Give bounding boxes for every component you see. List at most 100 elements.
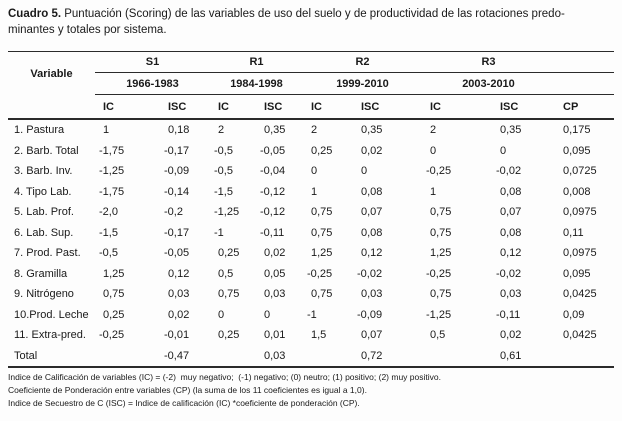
cell-value: 0,02 [361,144,383,157]
row-variable-label: 3. Barb. Inv. [14,165,73,178]
cell-value: -1 [214,226,224,239]
cell-value: 1 [311,185,318,198]
cell-value: 0,75 [311,226,333,239]
cell-value: -0,5 [214,144,233,157]
cell-value: -0,02 [357,267,383,280]
cell-value: 1 [430,185,437,198]
cell-value: 0,75 [311,206,333,219]
cell-value: 0,75 [103,288,125,301]
cell-value: 0,02 [500,329,522,342]
cell-value: 0,08 [500,226,522,239]
subheader-ic-r3: IC [430,100,441,113]
row-variable-label: 7. Prod. Past. [14,247,81,260]
row-variable-label: 4. Tipo Lab. [14,185,72,198]
cell-value: 1,25 [103,267,125,280]
cell-value: 0,75 [311,288,333,301]
cell-value: -0,25 [426,165,452,178]
cell-value: 0,25 [218,329,240,342]
subheader-cp: CP [563,100,579,113]
cell-value: 0,25 [103,308,125,321]
cell-value: -1,75 [99,144,125,157]
cell-value: -1,75 [99,185,125,198]
cell-value: -0,2 [164,206,183,219]
cell-value: 0,61 [500,349,522,362]
cell-value: -1,5 [99,226,118,239]
cell-value: 0,75 [430,288,452,301]
row-variable-label: 11. Extra-pred. [14,329,86,342]
table-caption: Cuadro 5. Puntuación (Scoring) de las va… [8,6,614,38]
cell-value: -0,5 [99,247,118,260]
table-header: Variable S1 R1 R2 R3 1966-1983 1984-1998… [8,51,614,120]
header-filler [555,52,614,73]
cell-value: -0,25 [307,267,333,280]
subheader-isc-r2: ISC [361,100,380,113]
cell-value: 0,095 [563,267,591,280]
caption-line-1: Cuadro 5. Puntuación (Scoring) de las va… [8,6,614,22]
cell-value: 0,08 [361,226,383,239]
cell-value: 0,35 [500,124,522,137]
row-variable-label: 10.Prod. Leche [14,308,89,321]
cell-value: 0,03 [500,288,522,301]
cell-value: 0,09 [563,308,585,321]
period-header-r2: 1999-2010 [303,73,422,95]
table-footnotes: Indice de Calificación de variables (IC)… [8,371,614,410]
cell-value: -0,47 [164,349,190,362]
cell-value: 0,12 [500,247,522,260]
cell-value: -0,11 [496,308,521,321]
period-header-s1: 1966-1983 [95,73,210,95]
group-header-r2: R2 [303,52,422,73]
cell-value: 0 [311,165,318,178]
cell-value: 0,25 [218,247,240,260]
cell-value: 0,35 [361,124,383,137]
cell-value: -0,5 [214,165,233,178]
cell-value: -1 [307,308,317,321]
subheader-ic-r2: IC [311,100,322,113]
cell-value: 0,02 [264,247,286,260]
cell-value: 0,12 [361,247,383,260]
cell-value: -0,12 [260,185,286,198]
cell-value: 0 [218,308,225,321]
cell-value: 0 [500,144,507,157]
cell-value: -0,14 [164,185,190,198]
footnote-cp-definition: Coeficiente de Ponderación entre variabl… [8,385,367,395]
caption-label: Cuadro 5. [8,8,62,20]
cell-value: 0,07 [500,206,522,219]
cell-value: -1,5 [214,185,233,198]
cell-value: 0,03 [361,288,383,301]
cell-value: 0,07 [361,206,383,219]
period-header-r3: 2003-2010 [422,73,555,95]
cell-value: 0,75 [430,206,452,219]
cell-value: -0,25 [426,267,452,280]
cell-value: -0,17 [164,144,190,157]
cell-value: 0,18 [168,124,190,137]
cell-value: 0 [430,144,437,157]
row-variable-label: 2. Barb. Total [14,144,79,157]
cell-value: -0,12 [260,206,286,219]
cell-value: 0,05 [264,267,286,280]
cell-value: 0,75 [218,288,240,301]
subheader-isc-s1: ISC [168,100,187,113]
cell-value: 0,03 [264,288,286,301]
cell-value: 0,0425 [563,288,597,301]
row-variable-label: 6. Lab. Sup. [14,226,74,239]
cell-value: 0,0725 [563,165,597,178]
row-variable-label: 8. Gramilla [14,267,68,280]
group-header-r1: R1 [210,52,303,73]
document-page: { "title": { "label": "Cuadro 5.", "line… [0,6,622,421]
variable-column-header: Variable [30,67,73,80]
cell-value: -0,09 [164,165,190,178]
cell-value: 0,75 [430,226,452,239]
cell-value: -0,05 [260,144,286,157]
total-row-label: Total [14,349,38,362]
cell-value: 0,0975 [563,206,597,219]
cell-value: 1,25 [430,247,452,260]
cell-value: 0,01 [264,329,286,342]
cell-value: 2 [311,124,318,137]
footnote-isc-definition: Indice de Secuestro de C (ISC) = Indice … [8,398,360,408]
cell-value: -0,17 [164,226,190,239]
table-body: 1. Pastura 1 0,18 2 0,35 2 0,35 2 0,35 0,175 2. Ba… [8,120,614,368]
cell-value: 0,11 [563,226,584,239]
subheader-ic-s1: IC [103,100,114,113]
row-variable-label: 5. Lab. Prof. [14,206,74,219]
cell-value: 2 [430,124,437,137]
